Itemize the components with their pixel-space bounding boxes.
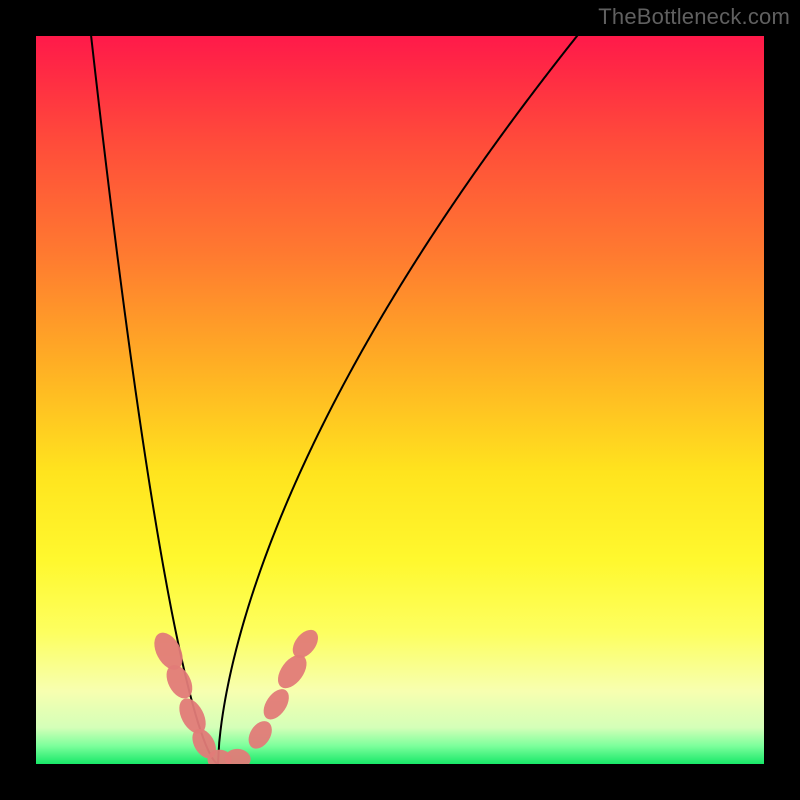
watermark-text: TheBottleneck.com xyxy=(598,4,790,30)
gradient-background xyxy=(36,36,764,764)
chart-stage: TheBottleneck.com xyxy=(0,0,800,800)
bottleneck-curve-plot xyxy=(0,0,800,800)
